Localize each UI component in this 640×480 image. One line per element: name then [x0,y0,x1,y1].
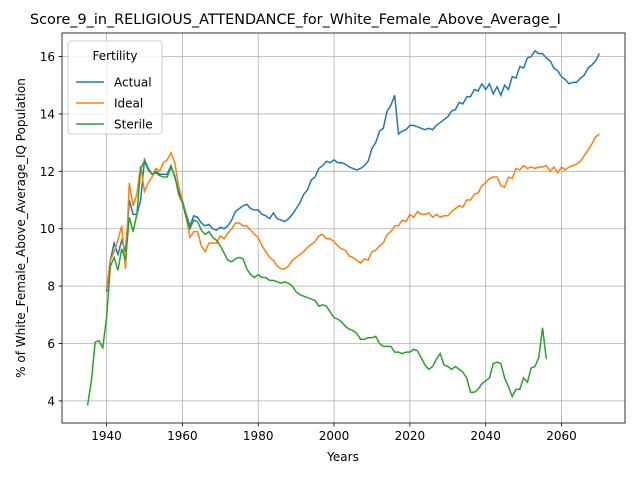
y-tick-label: 12 [40,165,55,179]
x-tick-label: 2020 [395,429,426,443]
legend-box [67,40,163,135]
legend: Fertility Actual Ideal Sterile [67,40,163,135]
series-line [86,159,548,406]
legend-label: Actual [114,76,152,90]
plot-frame [61,32,626,424]
y-tick-label: 10 [40,222,55,236]
x-tick-label: 1960 [167,429,198,443]
y-axis-label: % of White_Female_Above_Average_IQ Popul… [14,78,28,378]
y-tick-label: 14 [40,107,55,121]
y-tick-label: 8 [47,280,55,294]
y-tick-label: 6 [47,337,55,351]
x-tick-label: 2000 [319,429,350,443]
series-line [105,49,601,292]
legend-label: Ideal [114,97,143,111]
x-tick-label: 1940 [91,429,122,443]
x-tick-label: 2060 [546,429,577,443]
legend-title: Fertility [92,49,137,63]
chart-title: Score_9_in_RELIGIOUS_ATTENDANCE_for_Whit… [30,12,561,28]
y-tick-label: 4 [47,394,55,408]
legend-label: Sterile [114,118,153,132]
x-tick-label: 2040 [470,429,501,443]
x-tick-label: 1980 [243,429,274,443]
x-axis-label: Years [326,450,359,464]
series-line [105,133,600,290]
y-tick-label: 16 [40,50,55,64]
